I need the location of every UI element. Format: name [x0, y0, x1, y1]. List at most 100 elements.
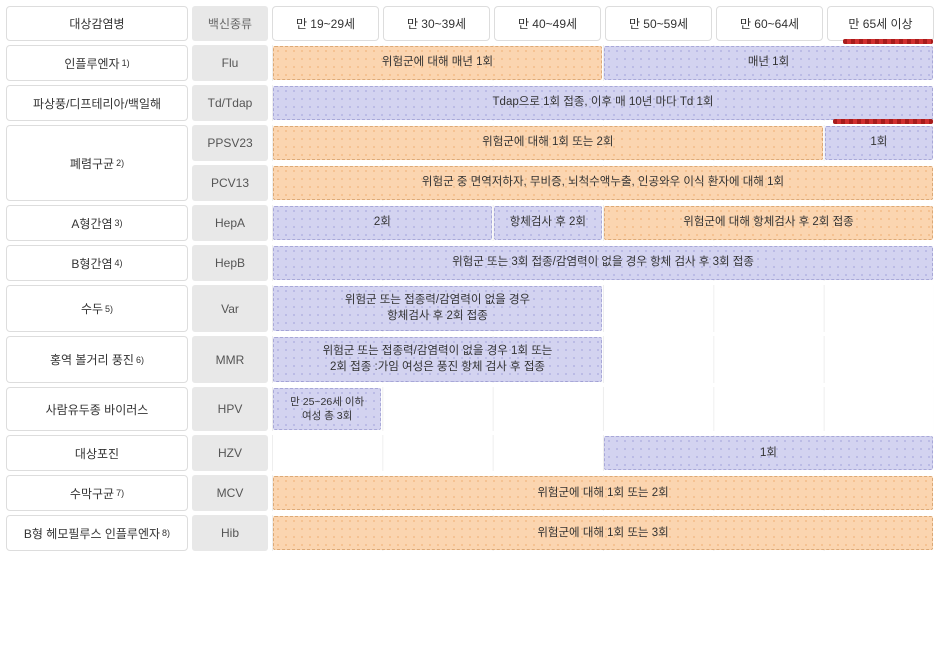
schedule-bar: 만 25~26세 이하여성 총 3회	[273, 388, 381, 430]
disease-cell: 인플루엔자1)	[6, 45, 188, 81]
schedule-gap	[604, 337, 933, 382]
vaccine-type-cell: HPV	[192, 387, 268, 431]
disease-name: A형간염	[71, 215, 112, 232]
schedule-row: 위험군 또는 접종력/감염력이 없을 경우항체검사 후 2회 접종	[270, 283, 936, 334]
disease-cell: 수두5)	[6, 285, 188, 332]
disease-cell: 수막구균7)	[6, 475, 188, 511]
disease-footnote: 8)	[162, 528, 170, 538]
disease-cell: 사람유두종 바이러스	[6, 387, 188, 431]
disease-footnote: 2)	[116, 158, 124, 168]
disease-footnote: 7)	[116, 488, 124, 498]
disease-footnote: 6)	[136, 355, 144, 365]
schedule-row: Tdap으로 1회 접종, 이후 매 10년 마다 Td 1회	[270, 83, 936, 123]
supported-marker	[833, 119, 933, 124]
schedule-bar: 매년 1회	[604, 46, 933, 80]
disease-cell: A형간염3)	[6, 205, 188, 241]
vaccine-code: MMR	[216, 353, 245, 367]
vaccine-type-cell: MMR	[192, 336, 268, 383]
vaccine-code: HZV	[218, 446, 242, 460]
schedule-row: 위험군에 대해 1회 또는 2회1회	[270, 123, 936, 163]
schedule-gap	[273, 436, 602, 470]
vaccine-code: PCV13	[211, 176, 249, 190]
schedule-bar: Tdap으로 1회 접종, 이후 매 10년 마다 Td 1회	[273, 86, 933, 120]
schedule-bar: 위험군에 대해 1회 또는 2회	[273, 126, 823, 160]
disease-footnote: 5)	[105, 304, 113, 314]
age-header-cell: 만 60~64세	[716, 6, 823, 41]
header-vaccine-type: 백신종류	[192, 6, 268, 41]
disease-name: 폐렴구균	[70, 155, 114, 172]
disease-name: B형간염	[71, 255, 112, 272]
vaccine-type-cell: MCV	[192, 475, 268, 511]
disease-cell: B형간염4)	[6, 245, 188, 281]
vaccine-type-cell: HepA	[192, 205, 268, 241]
vaccine-code: Flu	[222, 56, 239, 70]
disease-footnote: 1)	[122, 58, 130, 68]
schedule-row: 위험군에 대해 1회 또는 3회	[270, 513, 936, 553]
schedule-row: 1회	[270, 433, 936, 473]
disease-cell: 폐렴구균2)	[6, 125, 188, 201]
vaccination-schedule-table: 대상감염병 백신종류 만 19~29세 만 30~39세 만 40~49세 만 50~59…	[4, 4, 936, 553]
schedule-bar: 위험군에 대해 1회 또는 3회	[273, 516, 933, 550]
age-header-row: 만 19~29세 만 30~39세 만 40~49세 만 50~59세 만 60~64세…	[270, 4, 936, 43]
schedule-bar: 위험군 중 면역저하자, 무비증, 뇌척수액누출, 인공와우 이식 환자에 대해…	[273, 166, 933, 200]
disease-name: 파상풍/디프테리아/백일해	[33, 95, 161, 112]
header-disease-label: 대상감염병	[69, 15, 124, 32]
age-header-cell: 만 40~49세	[494, 6, 601, 41]
vaccine-code: Hib	[221, 526, 239, 540]
age-label: 만 30~39세	[407, 15, 466, 32]
schedule-row: 위험군에 대해 1회 또는 2회	[270, 473, 936, 513]
age-header-cell: 만 30~39세	[383, 6, 490, 41]
schedule-bar: 2회	[273, 206, 492, 240]
schedule-row: 2회항체검사 후 2회위험군에 대해 항체검사 후 2회 접종	[270, 203, 936, 243]
disease-footnote: 3)	[115, 218, 123, 228]
disease-name: 수두	[81, 300, 103, 317]
age-label: 만 19~29세	[296, 15, 355, 32]
vaccine-code: HepB	[215, 256, 245, 270]
vaccine-code: PPSV23	[207, 136, 252, 150]
vaccine-type-cell: HZV	[192, 435, 268, 471]
vaccine-type-cell: Var	[192, 285, 268, 332]
disease-name: 홍역 볼거리 풍진	[50, 351, 134, 368]
vaccine-code: Var	[221, 302, 239, 316]
disease-cell: B형 헤모필루스 인플루엔자8)	[6, 515, 188, 551]
vaccine-code: HPV	[218, 402, 243, 416]
schedule-row: 위험군 또는 3회 접종/감염력이 없을 경우 항체 검사 후 3회 접종	[270, 243, 936, 283]
vaccine-type-cell: PPSV23	[192, 125, 268, 161]
vaccine-type-cell: Td/Tdap	[192, 85, 268, 121]
disease-cell: 파상풍/디프테리아/백일해	[6, 85, 188, 121]
vaccine-type-cell: Hib	[192, 515, 268, 551]
schedule-gap	[383, 388, 933, 430]
age-label: 만 40~49세	[518, 15, 577, 32]
disease-name: 사람유두종 바이러스	[46, 401, 149, 418]
disease-name: 수막구균	[70, 485, 114, 502]
schedule-row: 위험군에 대해 매년 1회매년 1회	[270, 43, 936, 83]
schedule-bar: 위험군 또는 3회 접종/감염력이 없을 경우 항체 검사 후 3회 접종	[273, 246, 933, 280]
age-header-cell: 만 65세 이상	[827, 6, 934, 41]
schedule-bar: 1회	[604, 436, 933, 470]
schedule-bar: 위험군 또는 접종력/감염력이 없을 경우 1회 또는2회 접종 :가임 여성은…	[273, 337, 602, 382]
schedule-bar: 항체검사 후 2회	[494, 206, 602, 240]
vaccine-code: MCV	[217, 486, 244, 500]
schedule-bar: 위험군에 대해 1회 또는 2회	[273, 476, 933, 510]
vaccine-type-cell: PCV13	[192, 165, 268, 201]
schedule-bar: 위험군 또는 접종력/감염력이 없을 경우항체검사 후 2회 접종	[273, 286, 602, 331]
disease-name: B형 헤모필루스 인플루엔자	[24, 525, 160, 542]
schedule-row: 위험군 중 면역저하자, 무비증, 뇌척수액누출, 인공와우 이식 환자에 대해…	[270, 163, 936, 203]
disease-cell: 홍역 볼거리 풍진6)	[6, 336, 188, 383]
age-label: 만 50~59세	[629, 15, 688, 32]
age-header-cell: 만 50~59세	[605, 6, 712, 41]
schedule-bar: 위험군에 대해 항체검사 후 2회 접종	[604, 206, 933, 240]
vaccine-type-cell: Flu	[192, 45, 268, 81]
header-disease: 대상감염병	[6, 6, 188, 41]
disease-footnote: 4)	[115, 258, 123, 268]
disease-cell: 대상포진	[6, 435, 188, 471]
disease-name: 대상포진	[75, 445, 119, 462]
disease-name: 인플루엔자	[64, 55, 119, 72]
vaccine-code: HepA	[215, 216, 245, 230]
age-header-cell: 만 19~29세	[272, 6, 379, 41]
schedule-gap	[604, 286, 933, 331]
supported-marker	[843, 39, 933, 44]
age-label: 만 60~64세	[740, 15, 799, 32]
header-vaccine-type-label: 백신종류	[208, 15, 252, 32]
schedule-bar: 1회	[825, 126, 933, 160]
